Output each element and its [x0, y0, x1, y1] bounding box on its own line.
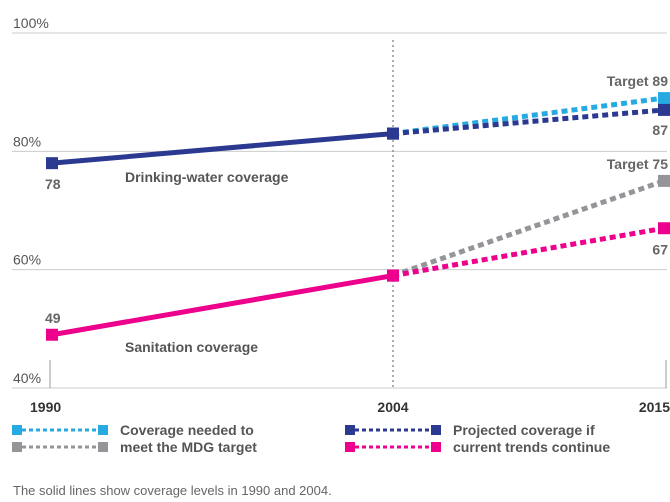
- y-tick-label: 40%: [13, 370, 41, 386]
- legend-swatch-start: [12, 442, 22, 452]
- series-line-water_actual: [51, 131, 394, 166]
- series-label-drinking-water: Drinking-water coverage: [125, 169, 289, 185]
- data-label-sanitation-projected: 67: [652, 241, 668, 257]
- series-line-sanitation_projected: [392, 225, 665, 279]
- marker-sanitation_target-2015: [658, 174, 670, 187]
- data-label-water-1990: 78: [45, 176, 61, 192]
- legend-swatch-end: [98, 442, 108, 452]
- marker-water_projected-2015: [658, 103, 670, 116]
- y-tick-label: 80%: [13, 133, 41, 149]
- legend-swatch-end: [431, 442, 441, 452]
- data-label-water-projected: 87: [652, 122, 668, 138]
- series-label-sanitation: Sanitation coverage: [125, 339, 258, 355]
- series-line-sanitation_target: [392, 178, 665, 278]
- legend-swatch-end: [431, 425, 441, 435]
- legend-swatch-end: [98, 425, 108, 435]
- marker-sanitation_actual-2004: [387, 269, 399, 282]
- legend-label: meet the MDG target: [120, 439, 257, 455]
- series-line-sanitation_actual: [51, 273, 394, 338]
- marker-sanitation_actual-1990: [46, 328, 58, 341]
- footnote: The solid lines show coverage levels in …: [13, 483, 332, 498]
- data-label-sanitation-target: Target 75: [607, 156, 668, 172]
- x-tick-label: 2015: [639, 399, 670, 415]
- legend-label: Coverage needed to: [120, 422, 254, 438]
- marker-sanitation_projected-2015: [658, 222, 670, 235]
- legend-swatch-start: [12, 425, 22, 435]
- legend-label: Projected coverage if: [453, 422, 595, 438]
- y-tick-label: 100%: [13, 15, 49, 31]
- x-tick-label: 1990: [30, 399, 61, 415]
- marker-water_actual-1990: [46, 157, 58, 170]
- series-line-water_projected: [392, 107, 665, 137]
- legend-swatch-start: [345, 442, 355, 452]
- marker-water_target-2015: [658, 92, 670, 105]
- y-tick-label: 60%: [13, 252, 41, 268]
- legend-label: current trends continue: [453, 439, 610, 455]
- data-label-water-target: Target 89: [607, 73, 668, 89]
- marker-water_actual-2004: [387, 127, 399, 140]
- legend-swatch-start: [345, 425, 355, 435]
- data-label-sanitation-1990: 49: [45, 310, 61, 326]
- x-tick-label: 2004: [377, 399, 408, 415]
